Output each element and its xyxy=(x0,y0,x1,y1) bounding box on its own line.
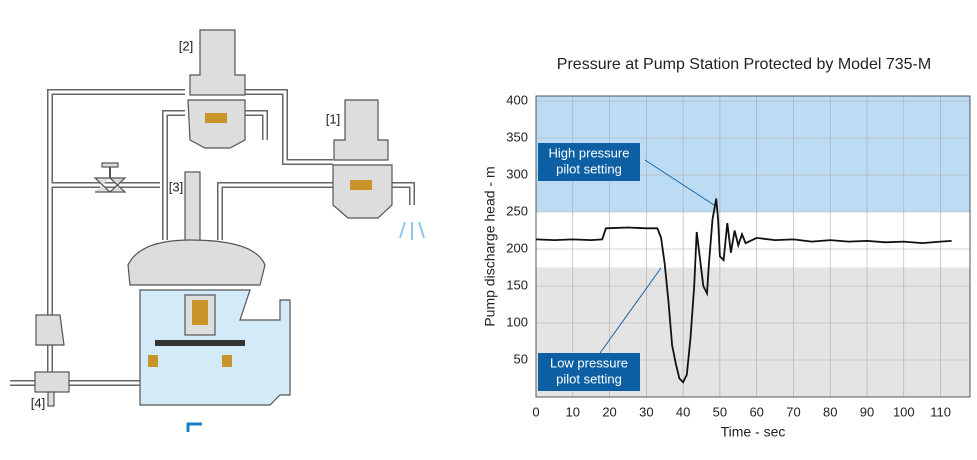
valve-label: [2] xyxy=(179,38,193,53)
annotation-leader xyxy=(599,267,662,354)
chart: Pressure at Pump Station Protected by Mo… xyxy=(557,56,931,73)
y-tick-label: 350 xyxy=(506,129,528,144)
y-tick-label: 150 xyxy=(506,277,528,292)
x-tick-label: 40 xyxy=(676,404,690,419)
pressure-line xyxy=(535,198,952,384)
annotation-text: pilot setting xyxy=(556,161,622,176)
x-tick-label: 80 xyxy=(823,404,837,419)
x-tick-label: 10 xyxy=(566,404,580,419)
x-tick-label: 110 xyxy=(930,404,951,419)
annotation-text: Low pressure xyxy=(550,355,628,370)
annotation-box xyxy=(538,143,640,181)
annotation-text: High pressure xyxy=(549,145,630,160)
y-tick-label: 100 xyxy=(506,314,528,329)
y-tick-label: 400 xyxy=(506,92,528,107)
x-tick-label: 30 xyxy=(639,404,653,419)
y-tick-label: 50 xyxy=(514,351,528,366)
annotation-leader xyxy=(644,159,715,206)
annotation-text: pilot setting xyxy=(556,371,622,386)
x-tick-label: 0 xyxy=(532,404,539,419)
annotation-box xyxy=(538,353,640,391)
x-tick-label: 100 xyxy=(893,404,915,419)
x-axis-title: Time - sec xyxy=(721,424,786,440)
x-tick-label: 20 xyxy=(602,404,616,419)
valve-label: [4] xyxy=(31,395,45,410)
y-tick-label: 200 xyxy=(506,240,528,255)
chart-title: Pressure at Pump Station Protected by Mo… xyxy=(557,56,931,73)
plot-frame xyxy=(535,95,971,398)
x-tick-label: 50 xyxy=(713,404,727,419)
x-tick-label: 60 xyxy=(749,404,763,419)
y-tick-label: 300 xyxy=(506,166,528,181)
valve-label: [1] xyxy=(326,111,340,126)
x-tick-label: 70 xyxy=(786,404,800,419)
y-axis-title: Pump discharge head - m xyxy=(482,166,498,326)
valve-diagram xyxy=(10,29,425,432)
x-tick-label: 90 xyxy=(860,404,874,419)
y-tick-label: 250 xyxy=(506,203,528,218)
valve-label: [3] xyxy=(169,179,183,194)
